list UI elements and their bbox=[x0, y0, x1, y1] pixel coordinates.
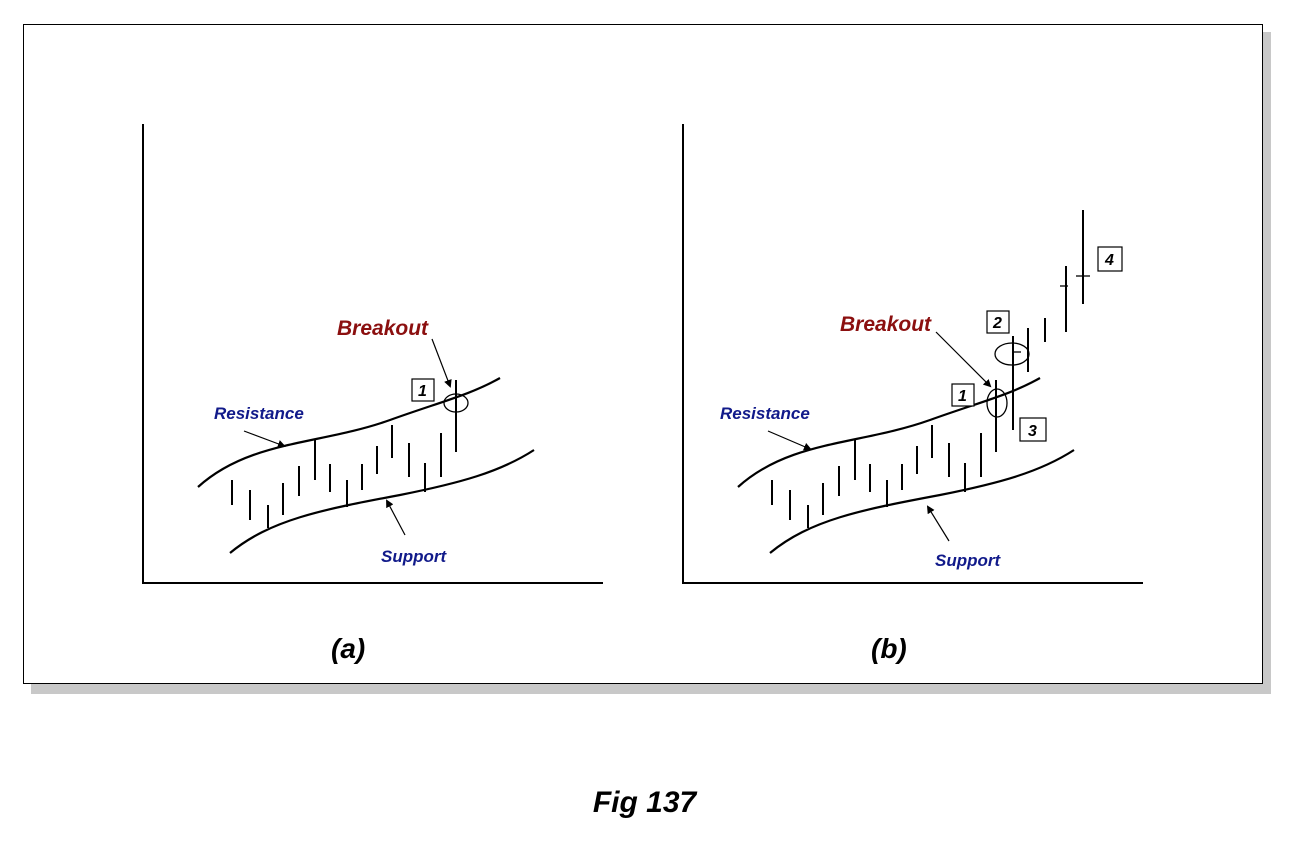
panel-b-bar-ticks bbox=[1013, 275, 1090, 353]
panel-a-breakout-circle bbox=[443, 393, 469, 413]
panel-b-breakout-circle bbox=[986, 388, 1008, 418]
panel-b-marker-4-box bbox=[1097, 246, 1123, 272]
panel-a-breakout-arrow bbox=[431, 338, 452, 388]
panel-b-marker-1-box bbox=[951, 383, 975, 407]
panel-b-support-arrow bbox=[926, 505, 950, 542]
panel-b-support-label: Support bbox=[935, 551, 1001, 570]
panel-b-retest-circle bbox=[994, 342, 1030, 366]
panel-b-resistance-arrow bbox=[767, 430, 812, 451]
panel-b-breakout-label: Breakout bbox=[840, 313, 932, 336]
panel-b-breakout-arrow bbox=[935, 331, 992, 388]
panel-a-price-bars bbox=[231, 380, 457, 528]
panel-b-marker-1: 1 bbox=[958, 388, 967, 405]
panel-b: Breakout Resistance Support 1 2 3 4 (b) bbox=[682, 124, 1143, 664]
panel-b-marker-3: 3 bbox=[1028, 423, 1037, 440]
panel-a: Breakout Resistance Support 1 (a) bbox=[142, 124, 603, 664]
panel-a-support-arrow bbox=[386, 499, 406, 536]
panel-b-marker-2: 2 bbox=[992, 315, 1002, 332]
panel-b-marker-4: 4 bbox=[1104, 252, 1114, 269]
panel-a-marker-1-box bbox=[411, 378, 435, 402]
panel-b-marker-2-box bbox=[986, 310, 1010, 334]
panel-b-label: (b) bbox=[871, 633, 907, 664]
panel-a-marker-1: 1 bbox=[418, 383, 427, 400]
panel-a-axes bbox=[142, 124, 603, 584]
panel-b-marker-3-box bbox=[1019, 417, 1047, 442]
panel-b-price-bars bbox=[771, 210, 1084, 528]
panel-b-resistance-line bbox=[737, 377, 1041, 488]
panel-a-support-line bbox=[229, 449, 535, 554]
panel-a-label: (a) bbox=[331, 633, 365, 664]
panel-a-support-label: Support bbox=[381, 547, 447, 566]
panel-b-axes bbox=[682, 124, 1143, 584]
figure-caption: Fig 137 bbox=[592, 786, 697, 819]
panel-a-resistance-arrow bbox=[243, 430, 286, 448]
panel-b-support-line bbox=[769, 449, 1075, 554]
panel-a-resistance-line bbox=[197, 377, 501, 488]
panel-a-resistance-label: Resistance bbox=[214, 404, 304, 423]
figure-frame bbox=[23, 24, 1263, 684]
panel-a-breakout-label: Breakout bbox=[337, 317, 429, 340]
panel-b-resistance-label: Resistance bbox=[720, 404, 810, 423]
